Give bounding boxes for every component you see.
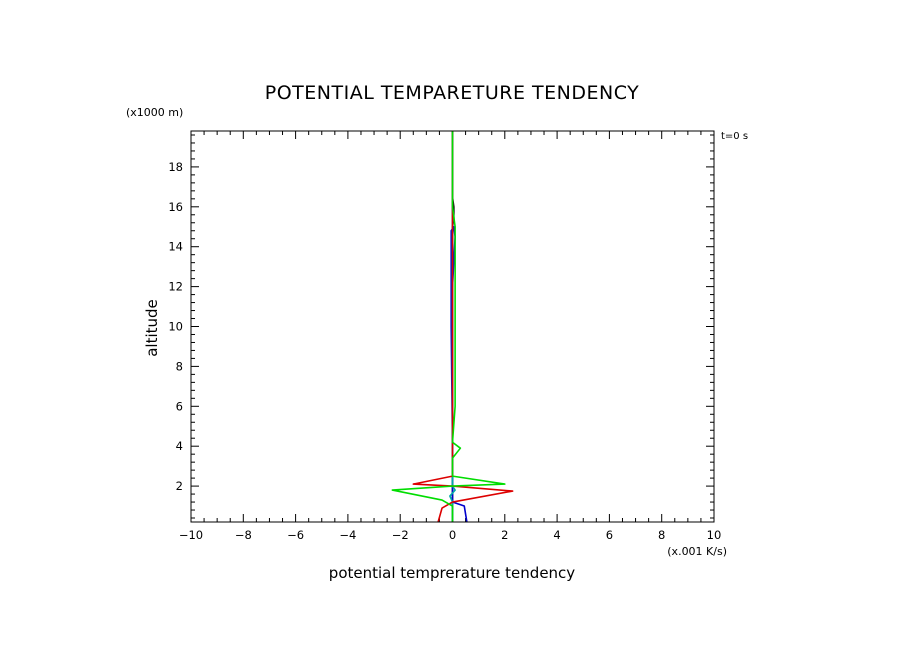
y-tick-label: 14 [168, 240, 183, 254]
x-tick-label: 6 [606, 528, 613, 542]
x-tick-label: 0 [449, 528, 456, 542]
x-tick-label: −10 [179, 528, 203, 542]
y-tick-label: 18 [168, 160, 183, 174]
x-tick-label: 4 [553, 528, 560, 542]
series-line-4 [412, 131, 514, 523]
y-tick-label: 6 [176, 399, 183, 413]
axes-layer: −10 −8 −6 −4 −2 0 2 4 6 8 10 2 4 6 8 10 12 14 16 18 [168, 131, 721, 542]
series-line-2 [450, 131, 468, 523]
y-axis-label: altitude [143, 299, 161, 357]
x-tick-label: −2 [392, 528, 409, 542]
series-line-5 [391, 131, 506, 522]
time-label: t=0 s [721, 131, 748, 142]
y-unit-label: (x1000 m) [126, 106, 183, 119]
y-tick-label: 10 [168, 320, 183, 334]
y-tick-label: 4 [176, 439, 183, 453]
x-tick-label: −8 [235, 528, 252, 542]
x-axis-label: potential temprerature tendency [329, 564, 576, 582]
x-tick-label: −4 [339, 528, 356, 542]
plot-frame [190, 130, 715, 523]
x-tick-label: 2 [501, 528, 508, 542]
y-tick-label: 8 [176, 359, 183, 373]
x-tick-label: −6 [287, 528, 304, 542]
x-unit-label: (x.001 K/s) [667, 545, 727, 558]
x-tick-label: 8 [658, 528, 665, 542]
series-layer [391, 131, 514, 523]
x-tick-label: 10 [707, 528, 722, 542]
y-tick-label: 12 [168, 280, 183, 294]
chart-title: POTENTIAL TEMPARETURE TENDENCY [265, 82, 640, 104]
y-tick-label: 16 [168, 200, 183, 214]
y-tick-label: 2 [176, 479, 183, 493]
